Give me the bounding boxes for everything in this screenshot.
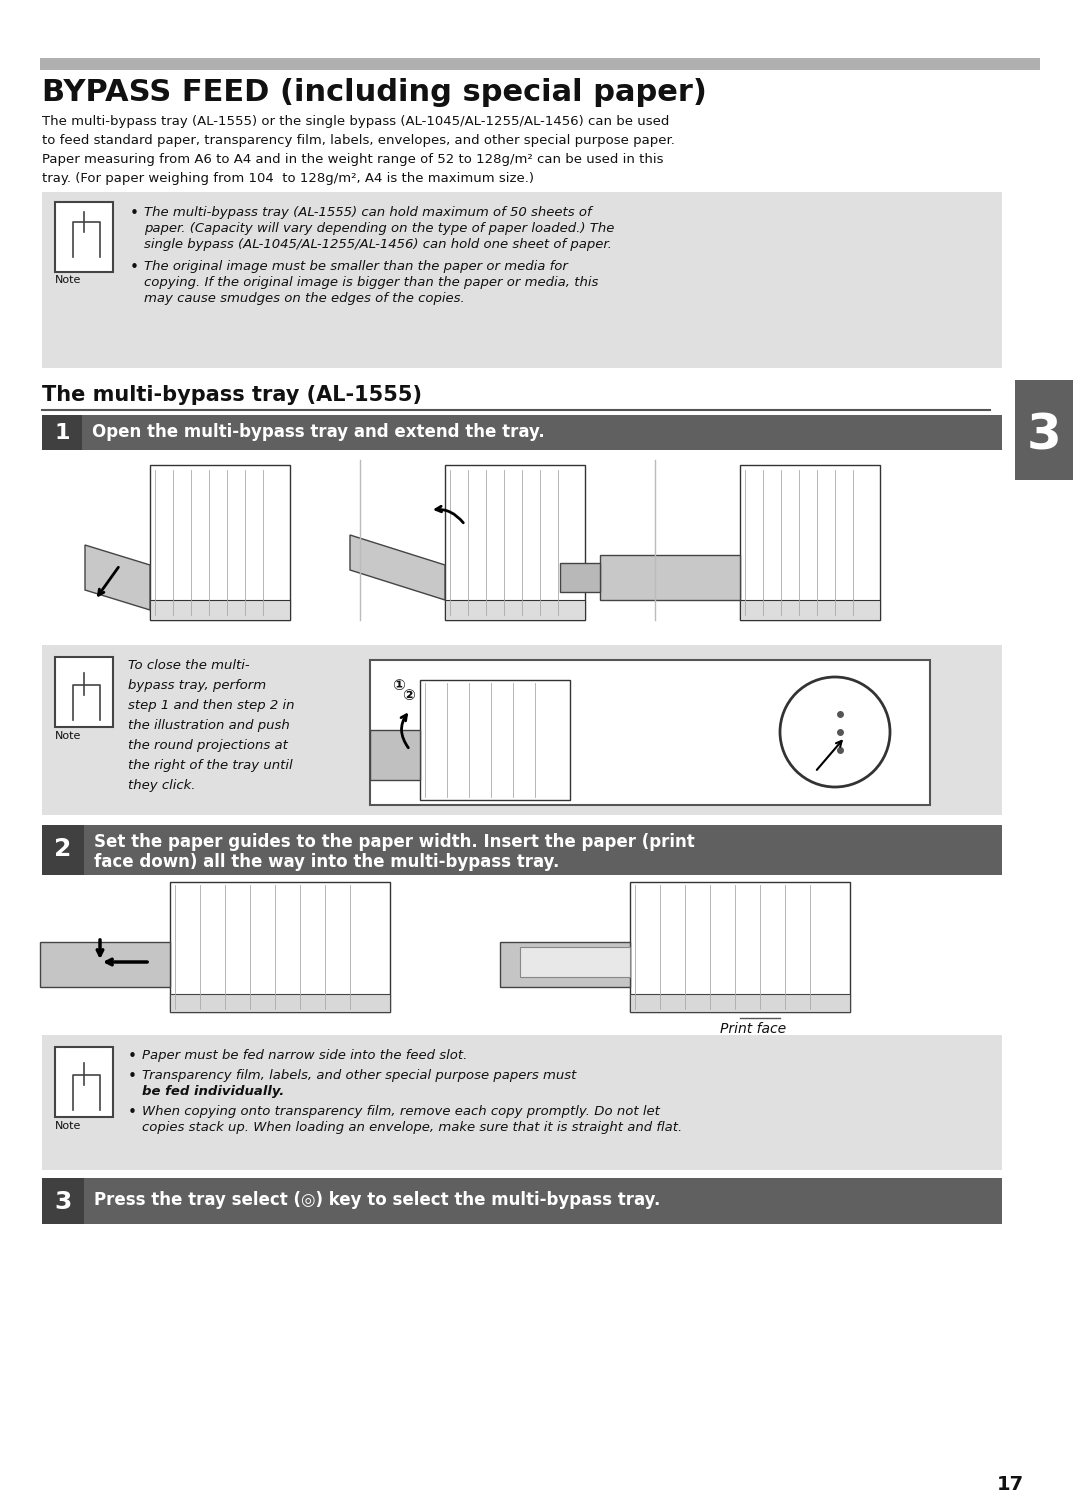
Text: Paper measuring from A6 to A4 and in the weight range of 52 to 128g/m² can be us: Paper measuring from A6 to A4 and in the…	[42, 153, 663, 166]
Bar	[42, 1178, 84, 1225]
Bar	[445, 600, 585, 620]
Text: single bypass (AL-1045/AL-1255/AL-1456) can hold one sheet of paper.: single bypass (AL-1045/AL-1255/AL-1456) …	[144, 237, 612, 251]
Text: The multi-bypass tray (AL-1555): The multi-bypass tray (AL-1555)	[42, 386, 422, 405]
Text: BYPASS FEED (including special paper): BYPASS FEED (including special paper)	[42, 79, 707, 107]
Bar	[740, 600, 880, 620]
Bar	[42, 646, 1002, 815]
Text: may cause smudges on the edges of the copies.: may cause smudges on the edges of the co…	[144, 292, 464, 305]
Text: step 1 and then step 2 in: step 1 and then step 2 in	[129, 699, 295, 712]
Text: When copying onto transparency film, remove each copy promptly. Do not let: When copying onto transparency film, rem…	[141, 1105, 660, 1117]
Bar	[740, 466, 880, 620]
Text: Paper must be fed narrow side into the feed slot.: Paper must be fed narrow side into the f…	[141, 1049, 468, 1061]
Text: Note: Note	[55, 1120, 81, 1131]
Bar	[42, 826, 84, 875]
Text: paper. (Capacity will vary depending on the type of paper loaded.) The: paper. (Capacity will vary depending on …	[144, 222, 615, 234]
Text: •: •	[129, 1069, 137, 1084]
Bar	[1015, 380, 1074, 479]
Text: copies stack up. When loading an envelope, make sure that it is straight and fla: copies stack up. When loading an envelop…	[141, 1120, 683, 1134]
Bar	[55, 658, 113, 727]
Bar	[40, 57, 1040, 70]
Polygon shape	[350, 535, 445, 600]
Text: to feed standard paper, transparency film, labels, envelopes, and other special : to feed standard paper, transparency fil…	[42, 135, 675, 147]
Bar	[42, 1178, 1002, 1225]
Bar	[42, 826, 1002, 875]
Bar	[42, 192, 1002, 367]
Bar	[42, 414, 1002, 451]
Text: The original image must be smaller than the paper or media for: The original image must be smaller than …	[144, 260, 568, 274]
Polygon shape	[370, 730, 420, 780]
Polygon shape	[500, 942, 630, 987]
Text: •: •	[130, 206, 139, 221]
Text: the right of the tray until: the right of the tray until	[129, 759, 293, 773]
Text: •: •	[129, 1105, 137, 1120]
Bar	[630, 993, 850, 1012]
Text: To close the multi-: To close the multi-	[129, 659, 249, 671]
Bar	[420, 680, 570, 800]
Text: they click.: they click.	[129, 779, 195, 792]
Text: copying. If the original image is bigger than the paper or media, this: copying. If the original image is bigger…	[144, 277, 598, 289]
Text: 17: 17	[997, 1476, 1024, 1494]
Text: ②: ②	[402, 688, 415, 703]
Text: face down) all the way into the multi-bypass tray.: face down) all the way into the multi-by…	[94, 853, 559, 871]
Polygon shape	[561, 562, 600, 593]
Text: Print face: Print face	[720, 1022, 786, 1036]
Text: The multi-bypass tray (AL-1555) can hold maximum of 50 sheets of: The multi-bypass tray (AL-1555) can hold…	[144, 206, 592, 219]
Text: Press the tray select (◎) key to select the multi-bypass tray.: Press the tray select (◎) key to select …	[94, 1191, 660, 1210]
Bar	[55, 1046, 113, 1117]
Bar	[170, 993, 390, 1012]
Bar	[55, 203, 113, 272]
Bar	[42, 1036, 1002, 1170]
Bar	[170, 881, 390, 1012]
Text: 1: 1	[54, 423, 70, 443]
Text: 2: 2	[54, 838, 71, 860]
Text: •: •	[129, 1049, 137, 1064]
Text: Transparency film, labels, and other special purpose papers must: Transparency film, labels, and other spe…	[141, 1069, 577, 1083]
Text: the illustration and push: the illustration and push	[129, 720, 289, 732]
Text: be fed individually.: be fed individually.	[141, 1086, 284, 1098]
Text: ①: ①	[392, 677, 405, 692]
Text: Open the multi-bypass tray and extend the tray.: Open the multi-bypass tray and extend th…	[92, 423, 544, 442]
Text: •: •	[130, 260, 139, 275]
Text: Note: Note	[55, 275, 81, 284]
Text: bypass tray, perform: bypass tray, perform	[129, 679, 266, 692]
Text: 3: 3	[1027, 411, 1062, 460]
Bar	[630, 881, 850, 1012]
Bar	[150, 600, 291, 620]
Bar	[42, 414, 82, 451]
Text: the round projections at: the round projections at	[129, 739, 288, 751]
Polygon shape	[40, 942, 170, 987]
Text: 3: 3	[54, 1190, 71, 1214]
Polygon shape	[85, 544, 150, 609]
Text: Set the paper guides to the paper width. Insert the paper (print: Set the paper guides to the paper width.…	[94, 833, 694, 851]
Bar	[370, 661, 930, 804]
Polygon shape	[600, 555, 740, 600]
Bar	[150, 466, 291, 620]
Text: tray. (For paper weighing from 104  to 128g/m², A4 is the maximum size.): tray. (For paper weighing from 104 to 12…	[42, 172, 534, 184]
Polygon shape	[519, 947, 630, 977]
Bar	[445, 466, 585, 620]
Text: Note: Note	[55, 730, 81, 741]
Text: The multi-bypass tray (AL-1555) or the single bypass (AL-1045/AL-1255/AL-1456) c: The multi-bypass tray (AL-1555) or the s…	[42, 115, 670, 129]
